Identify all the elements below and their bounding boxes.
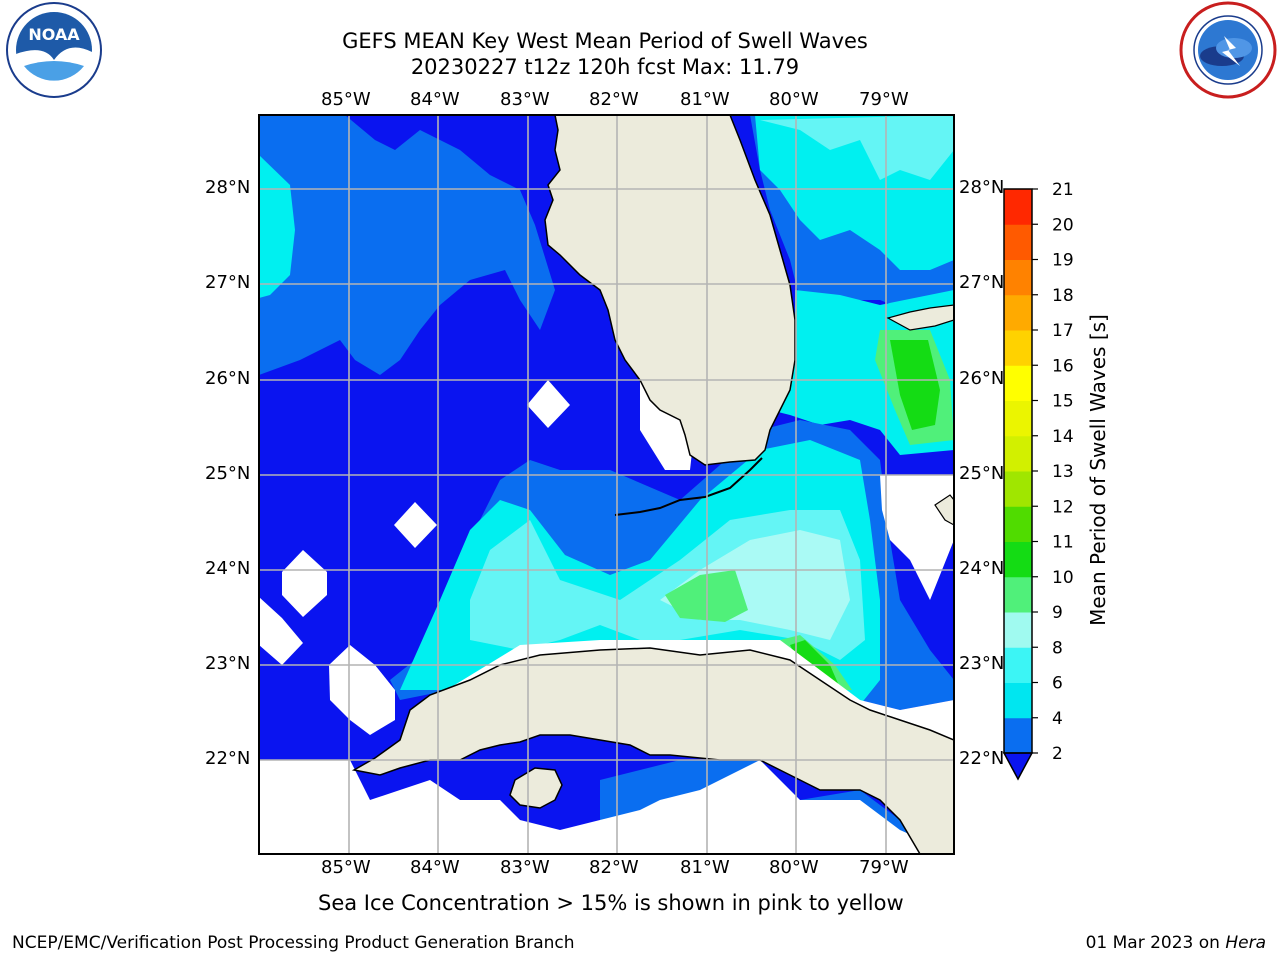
colorbar-segment	[1004, 682, 1032, 719]
colorbar-tick-label: 10	[1052, 568, 1074, 588]
colorbar: 2 4 6 8 9 10 11 12 13 14 15 16 17 18 19 20 21	[1002, 180, 1074, 781]
no-data-cell	[329, 645, 395, 735]
noaa-logo-text: NOAA	[28, 25, 80, 44]
swell-contour-bahamas-deep-green	[890, 340, 940, 430]
lon-label-bottom: 79°W	[859, 857, 909, 878]
footer-host: Hera	[1225, 933, 1266, 953]
colorbar-tick-label: 14	[1052, 427, 1074, 447]
colorbar-tick-label: 21	[1052, 180, 1074, 200]
colorbar-segment	[1004, 435, 1032, 472]
lat-label-right: 24°N	[959, 558, 1005, 579]
colorbar-segment	[1004, 294, 1032, 331]
colorbar-tick-label: 6	[1052, 674, 1063, 694]
colorbar-tick-label: 8	[1052, 638, 1063, 658]
lon-label-top: 82°W	[589, 89, 639, 110]
swell-contour-nw-gulf	[259, 115, 555, 375]
colorbar-segment	[1004, 259, 1032, 296]
colorbar-segment	[1004, 541, 1032, 578]
florida-keys	[614, 457, 763, 516]
colorbar-tick-label: 15	[1052, 392, 1074, 412]
lon-label-top: 81°W	[680, 89, 730, 110]
lon-label-top: 84°W	[410, 89, 460, 110]
lon-label-top: 79°W	[859, 89, 909, 110]
sea-ice-caption: Sea Ice Concentration > 15% is shown in …	[318, 891, 904, 915]
land-florida	[544, 115, 796, 466]
colorbar-segment	[1004, 400, 1032, 437]
lon-label-top: 80°W	[769, 89, 819, 110]
no-data-cell	[259, 597, 303, 665]
colorbar-tick-label: 18	[1052, 286, 1074, 306]
colorbar-segment	[1004, 576, 1032, 613]
colorbar-tick-label: 2	[1052, 744, 1063, 764]
lat-label-left: 25°N	[205, 463, 251, 484]
lat-label-right: 28°N	[959, 177, 1005, 198]
land-andros	[934, 494, 954, 526]
lat-label-right: 25°N	[959, 463, 1005, 484]
lat-label-right: 27°N	[959, 272, 1005, 293]
land-cuba	[351, 647, 954, 854]
lon-label-top: 83°W	[500, 89, 550, 110]
footer-date-text: 01 Mar 2023 on	[1085, 933, 1226, 953]
swell-contour-nw-cyan	[259, 155, 295, 298]
noaa-logo: NOAA	[6, 2, 102, 98]
colorbar-tick-label: 19	[1052, 251, 1074, 271]
no-data-cell	[394, 502, 437, 548]
lat-label-right: 23°N	[959, 653, 1005, 674]
lon-label-bottom: 83°W	[500, 857, 550, 878]
lat-label-left: 24°N	[205, 558, 251, 579]
lat-label-left: 26°N	[205, 368, 251, 389]
no-data-cell	[259, 760, 954, 854]
map-plot-area	[259, 115, 954, 854]
colorbar-tick-label: 12	[1052, 497, 1074, 517]
lon-label-top: 85°W	[321, 89, 371, 110]
colorbar-tick-label: 16	[1052, 356, 1074, 376]
lon-label-bottom: 85°W	[321, 857, 371, 878]
nws-logo	[1179, 1, 1277, 99]
lon-label-bottom: 82°W	[589, 857, 639, 878]
colorbar-segment	[1004, 189, 1032, 225]
lat-label-right: 26°N	[959, 368, 1005, 389]
land-isla-juventud	[509, 767, 563, 809]
colorbar-segment	[1004, 647, 1032, 683]
colorbar-segment	[1004, 224, 1032, 260]
no-data-cell	[282, 550, 327, 617]
lat-label-left: 28°N	[205, 177, 251, 198]
colorbar-tick-label: 11	[1052, 533, 1074, 553]
lon-label-bottom: 80°W	[769, 857, 819, 878]
lat-label-right: 22°N	[959, 748, 1005, 769]
land-grand-bahama	[886, 304, 954, 331]
colorbar-tick-label: 4	[1052, 709, 1063, 729]
lon-label-bottom: 81°W	[680, 857, 730, 878]
colorbar-segment	[1004, 471, 1032, 507]
map-gridlines	[259, 115, 954, 854]
colorbar-tick-label: 17	[1052, 321, 1074, 341]
footer-date: 01 Mar 2023 on Hera	[1086, 933, 1266, 953]
colorbar-tick-label: 20	[1052, 215, 1074, 235]
colorbar-extend-arrow	[1002, 752, 1034, 781]
lat-label-left: 27°N	[205, 272, 251, 293]
chart-title: GEFS MEAN Key West Mean Period of Swell …	[342, 29, 868, 53]
map-frame	[258, 114, 955, 855]
colorbar-segment	[1004, 717, 1032, 754]
colorbar-segment	[1004, 330, 1032, 366]
colorbar-segment	[1004, 506, 1032, 542]
no-data-cell	[527, 380, 570, 428]
lon-label-bottom: 84°W	[410, 857, 460, 878]
swell-contour-atlantic-light	[760, 115, 954, 180]
colorbar-segment	[1004, 365, 1032, 401]
colorbar-tick-label: 13	[1052, 462, 1074, 482]
colorbar-segment	[1004, 612, 1032, 648]
colorbar-tick-label: 9	[1052, 603, 1063, 623]
lat-label-left: 22°N	[205, 748, 251, 769]
chart-subtitle: 20230227 t12z 120h fcst Max: 11.79	[410, 55, 800, 79]
footer-branch: NCEP/EMC/Verification Post Processing Pr…	[12, 933, 575, 953]
lat-label-left: 23°N	[205, 653, 251, 674]
colorbar-label: Mean Period of Swell Waves [s]	[1086, 314, 1110, 626]
